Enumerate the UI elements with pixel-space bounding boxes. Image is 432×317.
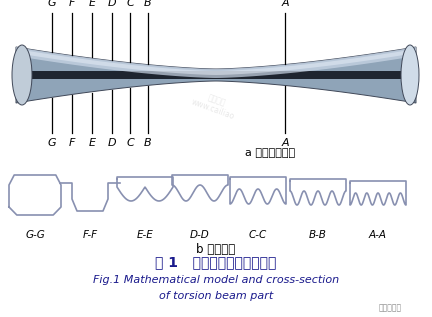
Text: 汽车材料网: 汽车材料网 <box>378 303 402 313</box>
Text: of torsion beam part: of torsion beam part <box>159 291 273 301</box>
Text: F: F <box>69 138 75 148</box>
Text: a 扭力梁件数模: a 扭力梁件数模 <box>245 148 295 158</box>
Text: Fig.1 Mathematical model and cross-section: Fig.1 Mathematical model and cross-secti… <box>93 275 339 285</box>
Text: F: F <box>69 0 75 8</box>
Polygon shape <box>16 71 416 79</box>
Text: B: B <box>144 138 152 148</box>
Text: E: E <box>89 0 95 8</box>
Text: A-A: A-A <box>369 230 387 240</box>
Text: D-D: D-D <box>190 230 210 240</box>
Text: E: E <box>89 138 95 148</box>
Text: B: B <box>144 0 152 8</box>
Text: F-F: F-F <box>83 230 98 240</box>
Text: G-G: G-G <box>25 230 45 240</box>
Text: G: G <box>48 138 56 148</box>
Text: C-C: C-C <box>249 230 267 240</box>
Text: A: A <box>281 138 289 148</box>
Polygon shape <box>16 47 416 103</box>
Text: E-E: E-E <box>137 230 153 240</box>
Text: 图 1   扭力梁件数模及其截面: 图 1 扭力梁件数模及其截面 <box>156 255 276 269</box>
Text: B-B: B-B <box>309 230 327 240</box>
Text: 中国汽车
www.cailiao: 中国汽车 www.cailiao <box>191 88 240 122</box>
Ellipse shape <box>401 45 419 105</box>
Polygon shape <box>16 49 416 75</box>
Text: A: A <box>281 0 289 8</box>
Text: C: C <box>126 138 134 148</box>
Text: D: D <box>108 138 116 148</box>
Polygon shape <box>16 47 416 78</box>
Ellipse shape <box>12 45 32 105</box>
Text: D: D <box>108 0 116 8</box>
Text: G: G <box>48 0 56 8</box>
Text: b 典型截面: b 典型截面 <box>197 243 235 256</box>
Text: C: C <box>126 0 134 8</box>
